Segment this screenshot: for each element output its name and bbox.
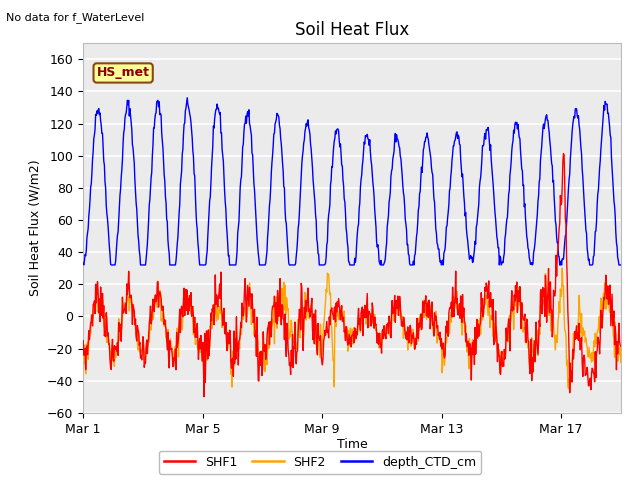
Title: Soil Heat Flux: Soil Heat Flux bbox=[295, 21, 409, 39]
Text: No data for f_WaterLevel: No data for f_WaterLevel bbox=[6, 12, 145, 23]
Legend: SHF1, SHF2, depth_CTD_cm: SHF1, SHF2, depth_CTD_cm bbox=[159, 451, 481, 474]
X-axis label: Time: Time bbox=[337, 438, 367, 451]
Y-axis label: Soil Heat Flux (W/m2): Soil Heat Flux (W/m2) bbox=[29, 160, 42, 296]
Text: HS_met: HS_met bbox=[97, 66, 150, 80]
